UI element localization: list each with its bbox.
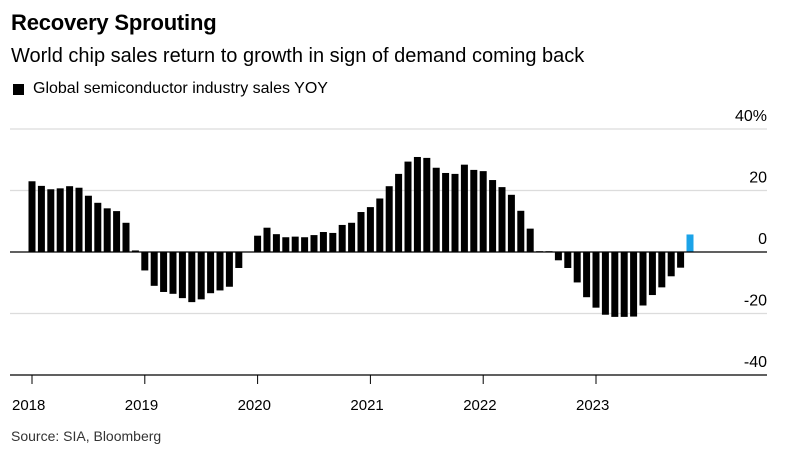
bar xyxy=(207,252,215,294)
bar xyxy=(150,252,158,286)
bar xyxy=(225,252,233,287)
x-tick-label: 2018 xyxy=(12,397,45,414)
x-tick-label: 2020 xyxy=(238,397,271,414)
bar xyxy=(84,195,92,252)
bar xyxy=(329,232,337,252)
bar xyxy=(385,186,393,252)
bar xyxy=(554,252,562,261)
bar xyxy=(75,187,83,252)
bar xyxy=(235,252,243,268)
bar xyxy=(451,173,459,252)
bar xyxy=(667,252,675,277)
bar xyxy=(460,164,468,252)
bar xyxy=(310,235,318,252)
bar xyxy=(470,169,478,252)
bar xyxy=(178,252,186,299)
y-tick-label: -40 xyxy=(744,354,767,371)
legend-swatch-icon xyxy=(13,83,24,95)
bar xyxy=(319,232,327,252)
bar xyxy=(423,157,431,252)
bar xyxy=(348,222,356,252)
axes xyxy=(10,251,767,384)
y-tick-label: 0 xyxy=(758,231,767,248)
bar xyxy=(479,171,487,252)
bar xyxy=(169,252,177,294)
bar xyxy=(583,252,591,298)
bar xyxy=(188,252,196,303)
bar xyxy=(103,208,111,252)
bar xyxy=(197,252,205,300)
y-tick-labels: 40% 20 0 -20 -40 xyxy=(735,108,767,371)
bar xyxy=(338,224,346,252)
x-tick-label: 2022 xyxy=(463,397,496,414)
bar xyxy=(131,250,139,252)
bar xyxy=(526,228,534,252)
bar xyxy=(216,252,224,291)
bar xyxy=(648,252,656,296)
bar xyxy=(573,252,581,283)
source-note: Source: SIA, Bloomberg xyxy=(11,428,162,444)
highlight-bar xyxy=(686,234,694,252)
bar xyxy=(658,252,666,288)
y-tick-label: 20 xyxy=(749,170,767,187)
bar xyxy=(507,194,515,252)
bar xyxy=(56,188,64,252)
x-tick-label: 2021 xyxy=(350,397,383,414)
bar xyxy=(601,252,609,315)
bar xyxy=(639,252,647,306)
bar xyxy=(432,167,440,252)
bar xyxy=(489,180,497,252)
bar xyxy=(66,186,74,252)
bar xyxy=(442,172,450,252)
bar xyxy=(113,211,121,252)
bar xyxy=(28,181,36,252)
bar xyxy=(630,252,638,317)
x-tick-label: 2023 xyxy=(576,397,609,414)
bar xyxy=(517,210,525,252)
bar xyxy=(47,189,55,252)
y-tick-label: 40% xyxy=(735,108,767,125)
chart-title: Recovery Sprouting xyxy=(11,10,217,35)
bar xyxy=(404,161,412,252)
y-tick-label: -20 xyxy=(744,293,767,310)
legend-label: Global semiconductor industry sales YOY xyxy=(33,80,328,97)
x-tick-label: 2019 xyxy=(125,397,158,414)
bar xyxy=(366,207,374,252)
chart-subtitle: World chip sales return to growth in sig… xyxy=(11,45,585,67)
bar xyxy=(272,234,280,252)
x-tick-labels: 2018 2019 2020 2021 2022 2023 xyxy=(12,397,609,414)
bar xyxy=(282,237,290,252)
bar xyxy=(94,202,102,252)
bar xyxy=(37,185,45,252)
bar xyxy=(611,252,619,317)
legend: Global semiconductor industry sales YOY xyxy=(13,80,328,98)
bar xyxy=(263,227,271,252)
bar xyxy=(357,212,365,252)
bar xyxy=(291,236,299,252)
bar xyxy=(677,252,685,268)
bar xyxy=(160,252,168,292)
bar xyxy=(301,237,309,252)
bar xyxy=(141,252,149,271)
bar xyxy=(413,156,421,252)
bar xyxy=(564,252,572,268)
bar xyxy=(122,222,130,252)
bar xyxy=(620,252,628,317)
bar xyxy=(395,173,403,252)
bar xyxy=(592,252,600,308)
bar xyxy=(254,235,262,252)
bar xyxy=(376,198,384,252)
bar xyxy=(498,187,506,252)
bars xyxy=(28,156,694,317)
